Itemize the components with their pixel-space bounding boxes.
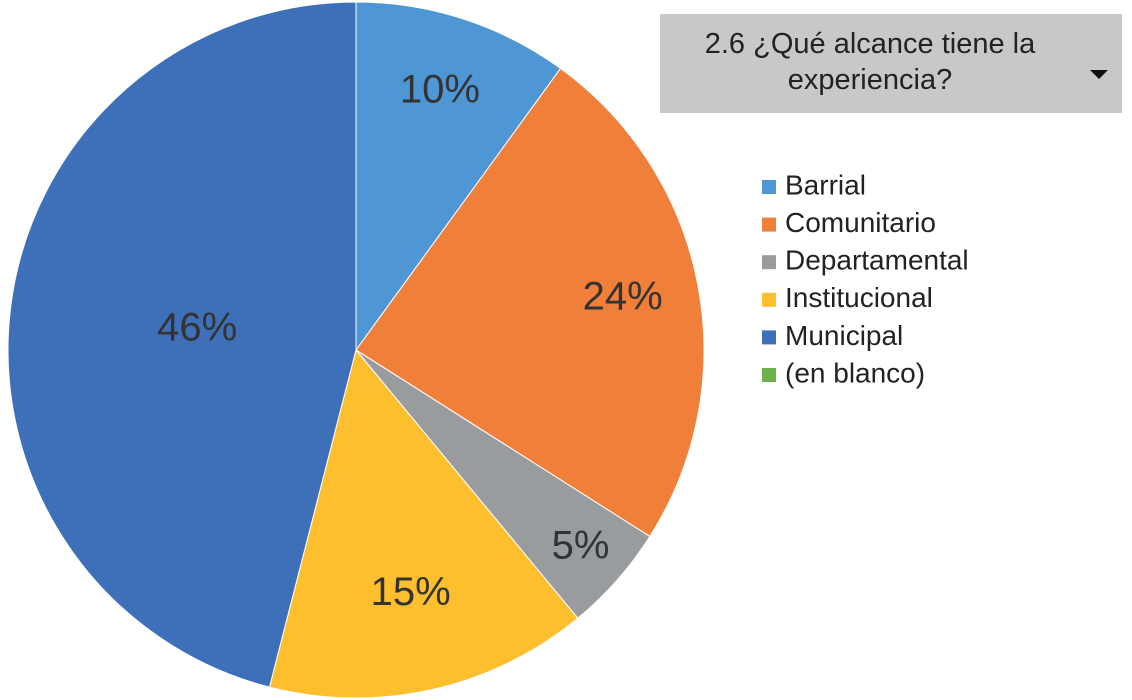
legend-label: (en blanco) (785, 357, 925, 388)
pie-slice (355, 67, 705, 538)
data-label: 15% (371, 570, 451, 614)
pie-slice (268, 348, 579, 699)
legend-swatch (762, 180, 776, 194)
legend-label: Departamental (785, 245, 969, 276)
legend-label: Barrial (785, 169, 866, 200)
chart-title: 2.6 ¿Qué alcance tiene la experiencia? (704, 28, 1036, 96)
dropdown-arrow[interactable] (1090, 70, 1108, 79)
legend-swatch (762, 255, 776, 270)
pie-slice (355, 1, 562, 352)
legend-label: Municipal (785, 320, 903, 351)
filter-dropdown[interactable]: 2.6 ¿Qué alcance tiene la experiencia? (660, 14, 1122, 113)
data-label: 24% (583, 275, 663, 319)
legend-swatch (762, 368, 776, 382)
pie-slice (7, 1, 357, 688)
data-label: 5% (552, 523, 610, 567)
legend-swatch (762, 217, 776, 232)
legend-label: Comunitario (785, 207, 936, 238)
data-label: 46% (157, 305, 237, 349)
data-label: 10% (400, 67, 480, 111)
legend-label: Institucional (785, 282, 933, 313)
legend-swatch (762, 330, 776, 345)
legend-swatch (762, 292, 776, 307)
